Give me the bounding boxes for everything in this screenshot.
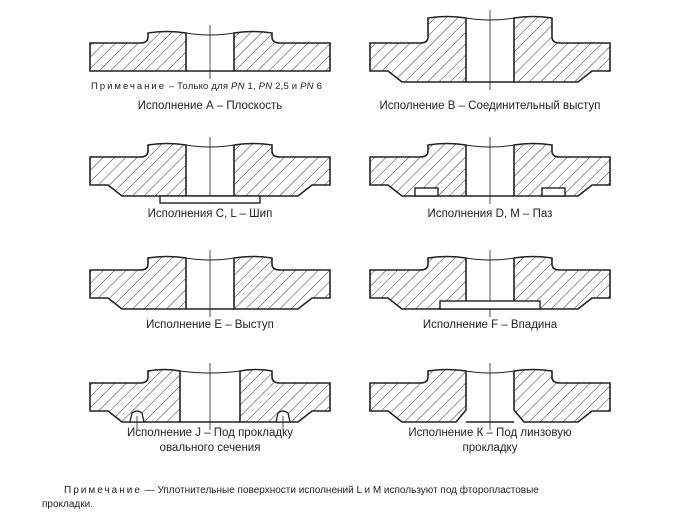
pn-val: 1,: [244, 81, 259, 92]
groove-left: [414, 187, 439, 197]
flange-right-section: [513, 368, 611, 423]
caption-j: Исполнение J – Под прокладку овального се…: [60, 426, 360, 456]
footnote-continuation: прокладки.: [42, 499, 93, 510]
flange-right-section: [233, 255, 331, 310]
pn: PN: [231, 81, 245, 92]
caption-c: Исполнения C, L – Шип: [147, 208, 273, 220]
note-a: Примечание – Только для PN 1, PN 2,5 и P…: [91, 81, 322, 92]
caption-j-line2: овального сечения: [159, 442, 261, 454]
flange-right-section: [513, 15, 611, 83]
caption-k-line1: Исполнение К – Под линзовую: [408, 427, 572, 439]
caption-b: Исполнение В – Соединительный выступ: [379, 100, 601, 112]
flange-right-section: [513, 255, 611, 310]
pn-val: 2,5 и: [272, 81, 301, 92]
caption-k: Исполнение К – Под линзовую прокладку: [340, 426, 640, 456]
caption-k-line2: прокладку: [462, 442, 518, 454]
flange-left-section: [369, 142, 467, 197]
caption-e: Исполнение Е – Выступ: [146, 319, 274, 331]
flange-left-section: [89, 255, 187, 310]
flange-left-section: [369, 255, 467, 310]
note-a-label: Примечание: [91, 81, 166, 92]
flange-right-section: [233, 142, 331, 197]
footnote-text: — Уплотнительные поверхности исполнений …: [141, 485, 539, 496]
flange-left-section: [89, 30, 187, 72]
note-a-text: – Только для: [166, 81, 232, 92]
groove-right: [541, 187, 566, 197]
flange-right-section: [513, 142, 611, 197]
tongue: [159, 195, 261, 204]
flange-left-section: [369, 15, 467, 83]
flange-right-section: [233, 30, 331, 72]
caption-a: Исполнение А – Плоскость: [137, 100, 283, 112]
flange-left-section: [89, 368, 181, 423]
flange-right-section: [239, 368, 331, 423]
footnote-label: Примечание: [64, 485, 142, 496]
caption-j-line1: Исполнение J – Под прокладку: [127, 427, 293, 439]
pn: PN: [258, 81, 273, 92]
footnote: Примечание — Уплотнительные поверхности …: [42, 484, 664, 510]
pn-val: 6: [313, 81, 323, 92]
pn: PN: [300, 81, 314, 92]
caption-f: Исполнение F – Впадина: [422, 319, 558, 331]
flange-left-section: [89, 142, 187, 197]
flange-left-section: [369, 368, 467, 423]
recess: [439, 300, 541, 310]
caption-d: Исполнения D, M – Паз: [427, 208, 553, 220]
